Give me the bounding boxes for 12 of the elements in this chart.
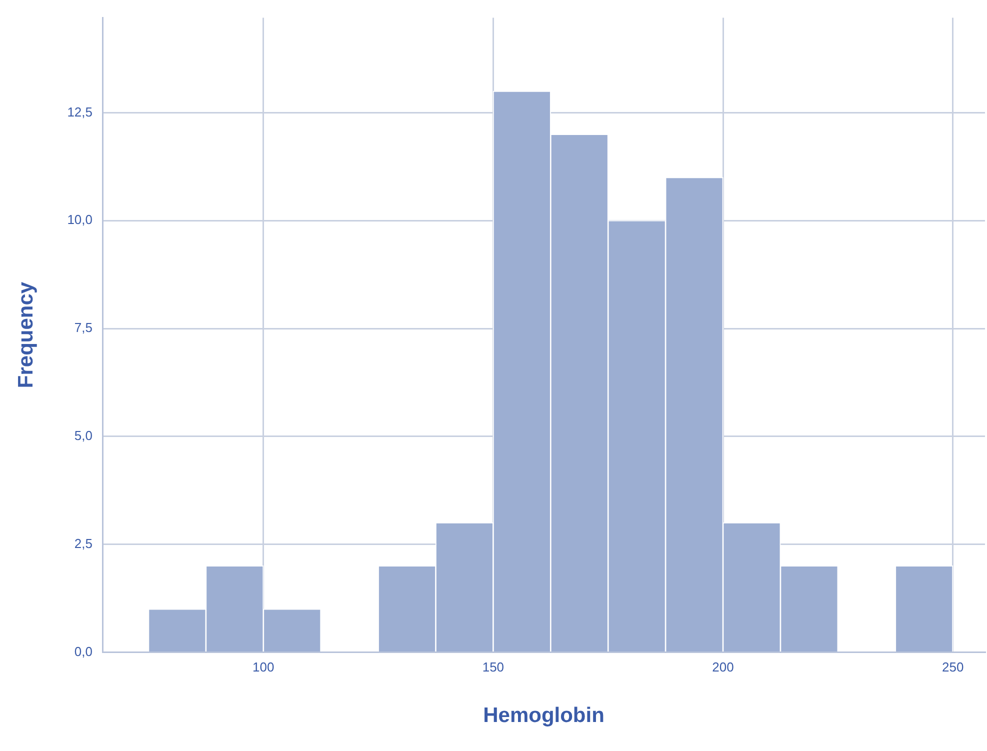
y-tick-label: 0,0 — [74, 644, 92, 659]
x-tick-label: 150 — [482, 660, 504, 675]
y-tick-label: 12,5 — [67, 104, 92, 120]
y-tick-label: 2,5 — [74, 536, 92, 551]
y-tick-label: 10,0 — [67, 212, 92, 228]
y-tick-label: 7,5 — [74, 320, 92, 336]
y-tick-label: 5,0 — [74, 428, 92, 443]
x-tick-label: 250 — [942, 660, 964, 675]
y-axis-title: Frequency — [14, 282, 38, 388]
x-tick-label: 200 — [712, 660, 734, 675]
x-axis-title: Hemoglobin — [483, 704, 604, 728]
x-tick-label: 100 — [252, 660, 274, 675]
